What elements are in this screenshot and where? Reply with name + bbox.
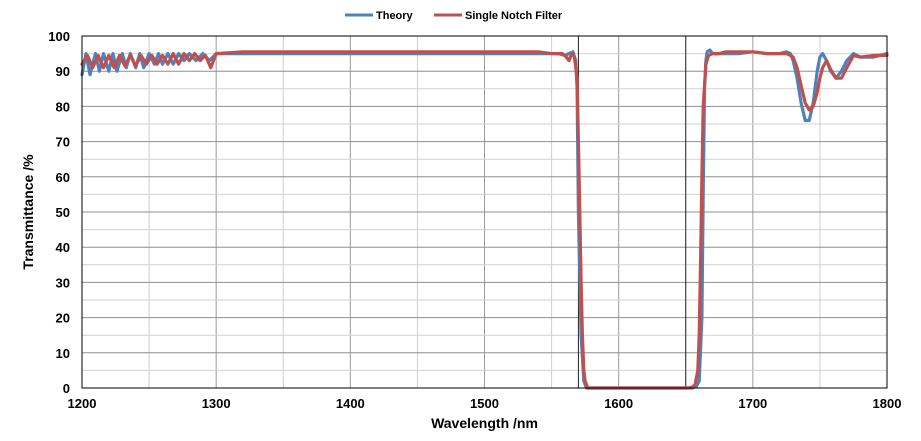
series-line-single-notch-filter — [80, 50, 889, 390]
x-tick-label-1400: 1400 — [336, 396, 365, 411]
grid — [82, 36, 887, 388]
x-tick-label-1200: 1200 — [68, 396, 97, 411]
y-tick-label-20: 20 — [56, 311, 70, 326]
legend-label-theory: Theory — [376, 10, 414, 22]
x-tick-label-1500: 1500 — [470, 396, 499, 411]
x-tick-label-1600: 1600 — [604, 396, 633, 411]
y-axis-title: Transmittance /% — [20, 154, 36, 270]
y-tick-label-40: 40 — [56, 240, 70, 255]
x-tick-label-1700: 1700 — [738, 396, 767, 411]
legend-label-single-notch-filter: Single Notch Filter — [465, 10, 563, 22]
plot-frame — [81, 35, 888, 389]
series-lines — [80, 48, 889, 390]
x-tick-labels: 1200 1300 1400 1500 1600 1700 1800 — [68, 396, 902, 411]
y-tick-label-0: 0 — [63, 381, 70, 396]
x-tick-label-1800: 1800 — [873, 396, 902, 411]
y-tick-labels: 0 10 20 30 40 50 60 70 80 90 100 — [48, 29, 70, 396]
y-tick-label-30: 30 — [56, 275, 70, 290]
legend: Theory Single Notch Filter — [345, 10, 563, 22]
y-tick-label-50: 50 — [56, 205, 70, 220]
x-axis-title: Wavelength /nm — [431, 415, 538, 431]
x-tick-label-1300: 1300 — [202, 396, 231, 411]
y-tick-label-60: 60 — [56, 170, 70, 185]
y-tick-label-70: 70 — [56, 135, 70, 150]
y-tick-label-10: 10 — [56, 346, 70, 361]
y-tick-label-80: 80 — [56, 99, 70, 114]
y-tick-label-100: 100 — [48, 29, 70, 44]
y-tick-label-90: 90 — [56, 64, 70, 79]
